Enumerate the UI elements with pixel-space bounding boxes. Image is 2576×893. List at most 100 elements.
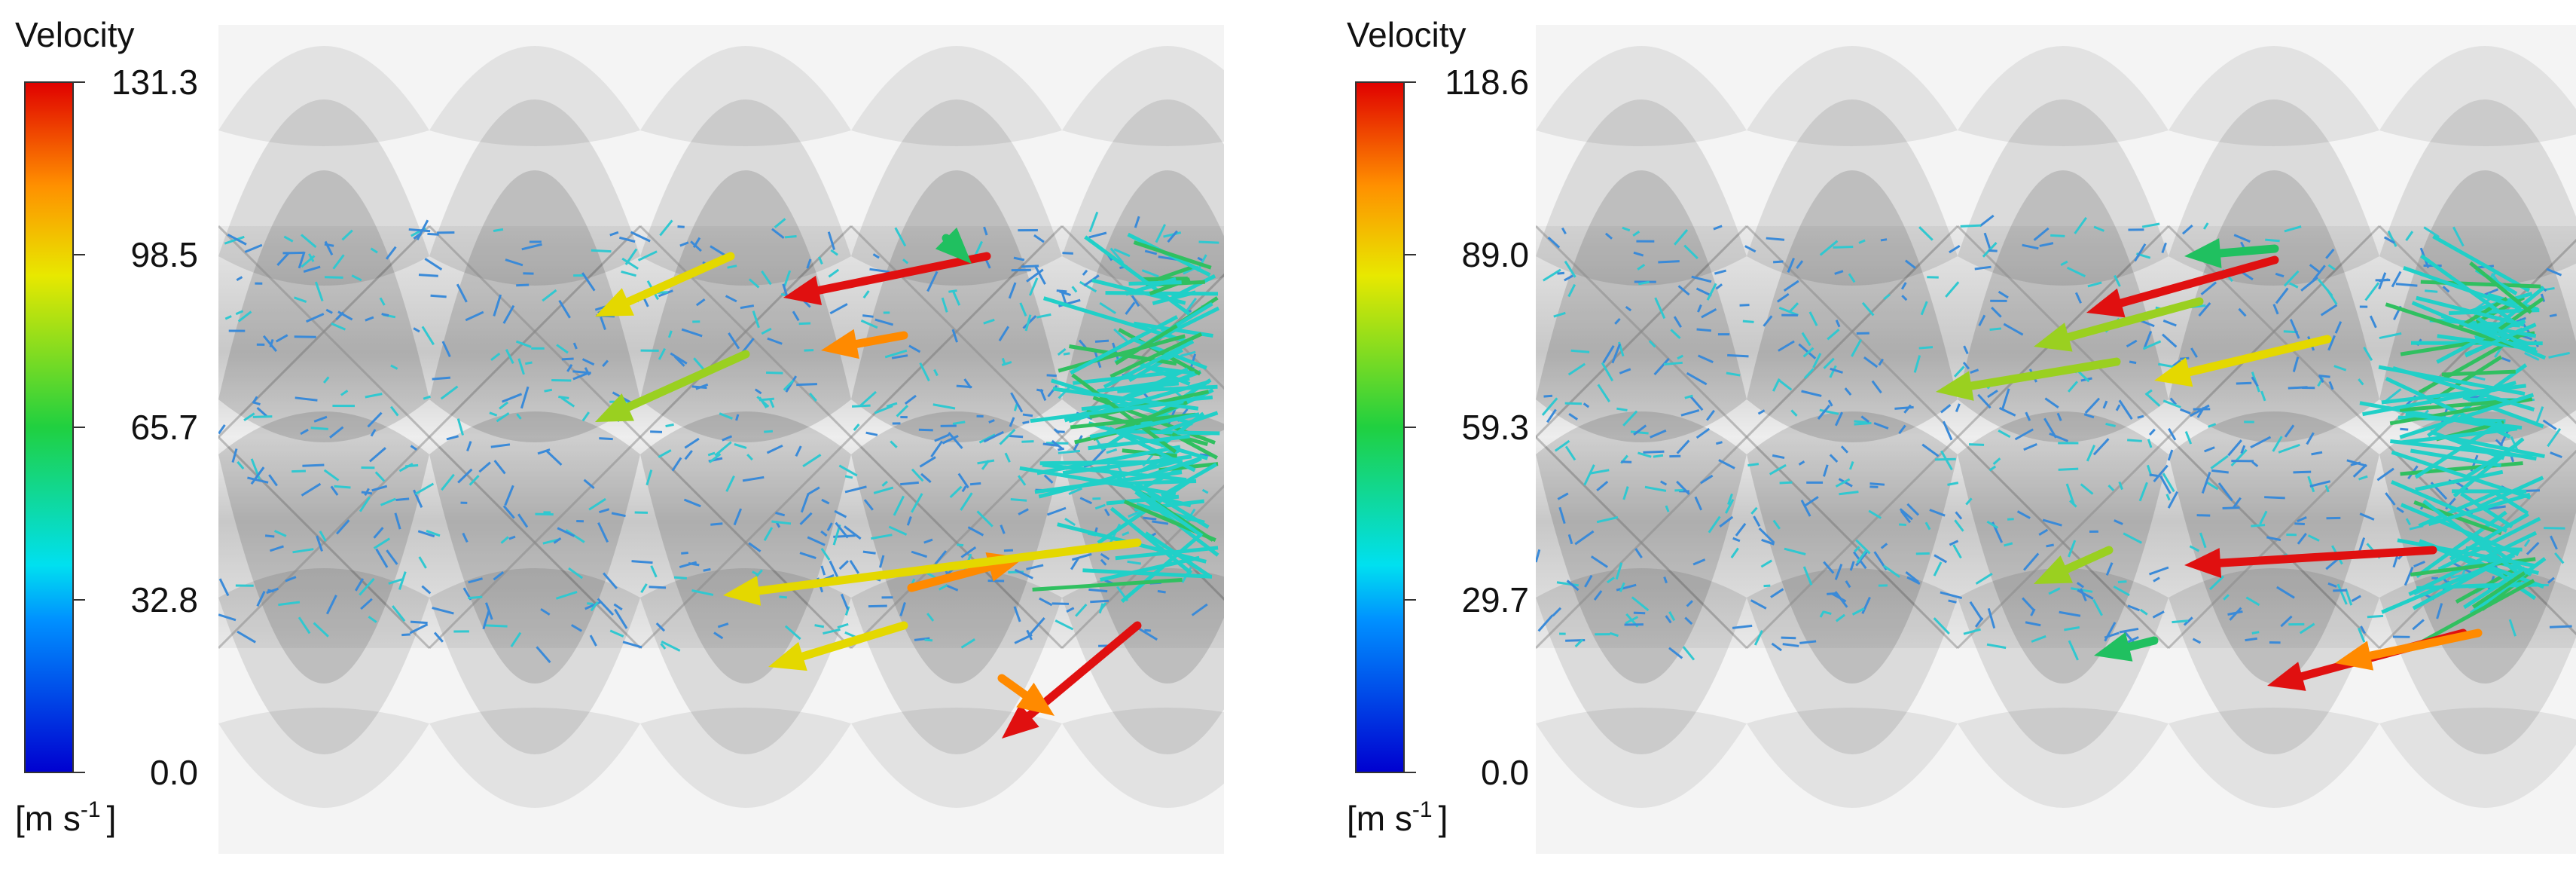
velocity-vector [1677,354,1684,360]
velocity-vector [1143,516,1157,521]
velocity-vector [2201,472,2211,494]
velocity-vector [1823,464,1829,477]
velocity-vector [769,399,775,408]
velocity-arrow-head [2034,323,2073,352]
velocity-vector [1100,558,1107,566]
velocity-vector [960,546,977,558]
velocity-vector [844,525,862,540]
velocity-vector [2223,594,2230,601]
velocity-vector [2190,347,2198,358]
velocity-vector [2413,500,2502,536]
velocity-vector [2547,576,2555,584]
velocity-vector [1625,305,1632,312]
velocity-vector [2004,542,2013,547]
velocity-vector [1963,345,1969,355]
velocity-vector [930,440,943,458]
velocity-vector [1597,384,1610,402]
velocity-vector [1070,315,1179,375]
velocity-vector [2381,555,2513,614]
velocity-vector [340,390,349,396]
velocity-vector [218,578,230,597]
velocity-vector [1062,252,1073,255]
velocity-vector [2161,333,2178,348]
velocity-vector [313,415,328,423]
velocity-vector [1858,239,1866,244]
velocity-vector [859,390,877,407]
velocity-vector [2297,516,2307,523]
helix-blade [2169,708,2379,808]
velocity-vector [1105,291,1219,296]
velocity-vector [256,406,268,417]
velocity-vector [520,386,530,409]
velocity-vector [767,337,783,345]
velocity-vector [1776,292,1790,303]
velocity-vector [919,456,936,468]
helix-blade [1536,99,1747,286]
velocity-vector [1942,421,1953,441]
velocity-vector [2238,307,2247,317]
velocity-vector [1013,403,1018,411]
velocity-vector [761,327,772,335]
velocity-vector [365,316,374,322]
velocity-vector [1983,232,1992,252]
velocity-vector [1558,506,1566,524]
velocity-vector [1790,409,1798,417]
velocity-vector [2284,424,2295,438]
velocity-vector [827,231,836,250]
velocity-vector [1056,289,1067,293]
velocity-vector [1777,378,1793,391]
velocity-vector [873,486,894,494]
velocity-vector [1622,226,1631,232]
velocity-vector [2358,475,2368,481]
velocity-vector [1071,552,1092,561]
velocity-vector [1987,390,1998,399]
velocity-arrow-shaft [624,350,750,411]
velocity-vector [2264,496,2285,500]
velocity-vector [764,430,774,433]
helix-blade [851,46,1062,146]
velocity-vector [516,283,530,287]
velocity-vector [1149,277,1191,295]
velocity-vector [1732,624,1753,629]
velocity-vector [1986,520,1999,529]
velocity-vector [1929,509,1946,517]
velocity-vector [2080,483,2094,495]
velocity-vector [275,334,288,343]
velocity-vector [398,571,407,590]
velocity-vector [807,536,826,546]
velocity-vector [1783,280,1799,292]
velocity-vector [2031,635,2046,643]
velocity-vector [1064,517,1076,527]
velocity-vector [1128,280,1182,286]
velocity-vector [1053,428,1061,434]
velocity-vector [2222,506,2240,509]
velocity-vector [1547,237,1561,249]
velocity-arrow-shaft [852,331,908,348]
velocity-vector [337,310,353,321]
velocity-vector [871,534,893,540]
velocity-vector [502,304,515,324]
velocity-vector [2167,449,2174,461]
velocity-vector [270,545,284,552]
velocity-arrow-head [2267,662,2306,691]
velocity-vector [1854,546,1860,552]
helix-edge [1956,225,2381,650]
velocity-vector [1665,505,1670,512]
helix-blade [218,708,429,808]
velocity-vector [621,257,639,270]
velocity-vector [1616,583,1637,592]
velocity-vector [2030,608,2036,616]
velocity-vector [862,314,874,318]
velocity-vector [1851,338,1863,357]
velocity-vector [2118,399,2133,420]
velocity-vector [1609,632,1619,638]
velocity-vector [446,435,459,441]
velocity-vector [1827,592,1836,595]
velocity-vector [1686,372,1708,386]
velocity-vector [2105,423,2116,427]
velocity-vector [588,497,606,511]
velocity-vector [2312,265,2326,281]
velocity-vector [572,370,591,375]
velocity-vector [784,625,801,641]
velocity-vector [1808,311,1818,326]
